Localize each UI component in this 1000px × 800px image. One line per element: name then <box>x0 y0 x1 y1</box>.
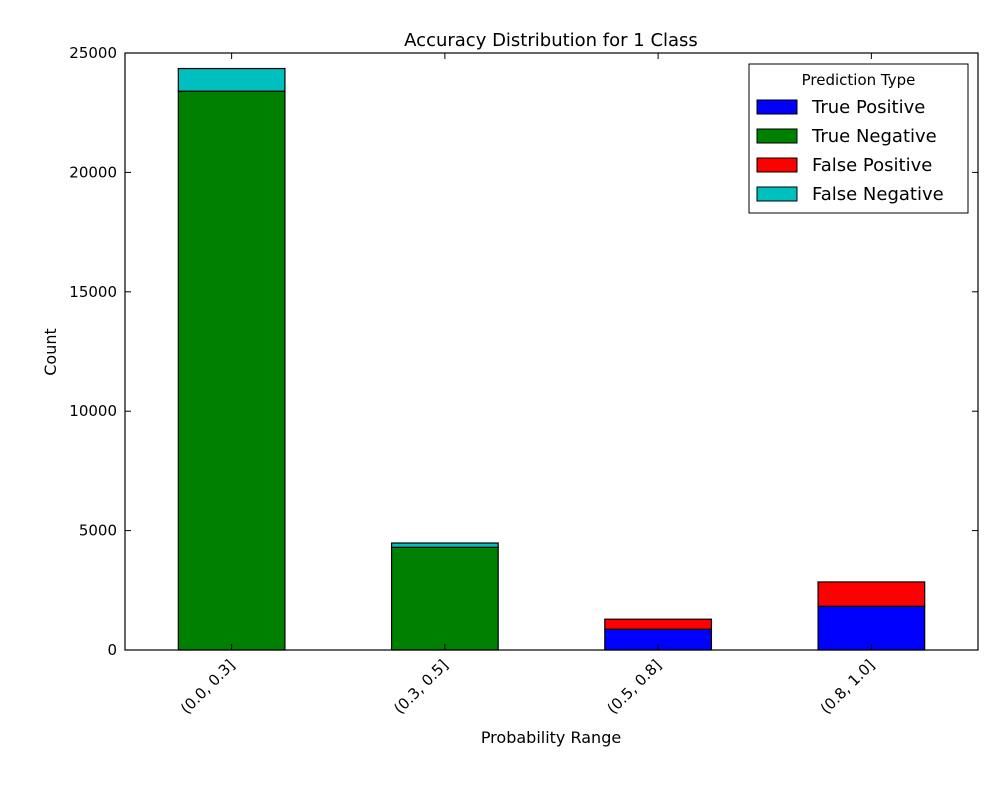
bar-segment-0-3 <box>177 67 286 92</box>
y-axis-label: Count <box>41 328 60 376</box>
y-tick-label-1: 5000 <box>79 522 117 540</box>
chart-title: Accuracy Distribution for 1 Class <box>404 30 698 51</box>
legend-swatch-2 <box>756 157 798 173</box>
legend-title: Prediction Type <box>802 71 916 89</box>
x-tick-label-2: (0.5, 0.8] <box>603 656 664 717</box>
legend: Prediction Type True Positive True Negativ… <box>748 63 969 214</box>
legend-label-1: True Negative <box>811 126 937 147</box>
legend-swatch-3 <box>756 186 798 202</box>
y-tick-label-0: 0 <box>107 641 117 659</box>
legend-label-0: True Positive <box>811 97 925 118</box>
x-tick-label-3: (0.8, 1.0] <box>817 656 878 717</box>
legend-label-3: False Negative <box>812 184 944 205</box>
legend-label-2: False Positive <box>812 155 932 176</box>
legend-swatch-0 <box>756 99 798 115</box>
x-tick-label-1: (0.3, 0.5] <box>390 656 451 717</box>
bar-segment-0-1 <box>177 90 286 651</box>
y-tick-label-3: 15000 <box>69 283 117 301</box>
x-tick-label-0: (0.0, 0.3] <box>177 656 238 717</box>
y-tick-label-2: 10000 <box>69 402 117 420</box>
bar-segment-1-1 <box>390 546 499 651</box>
legend-swatch-1 <box>756 128 798 144</box>
y-tick-label-4: 20000 <box>69 163 117 181</box>
bar-segment-1-3 <box>390 542 499 548</box>
plot-frame <box>124 52 979 651</box>
bar-segment-3-0 <box>817 605 926 651</box>
bar-segment-3-2 <box>817 581 926 607</box>
bar-segment-2-2 <box>604 618 713 630</box>
y-tick-label-5: 25000 <box>69 44 117 62</box>
x-axis-label: Probability Range <box>481 728 621 747</box>
bars-layer <box>177 67 926 651</box>
